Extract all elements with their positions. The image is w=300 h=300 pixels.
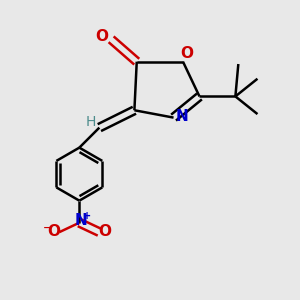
Text: N: N <box>74 214 87 229</box>
Text: O: O <box>47 224 61 239</box>
Text: H: H <box>86 115 96 129</box>
Text: O: O <box>180 46 193 61</box>
Text: +: + <box>83 211 91 221</box>
Text: O: O <box>98 224 111 239</box>
Text: O: O <box>95 29 108 44</box>
Text: N: N <box>176 109 189 124</box>
Text: −: − <box>43 222 52 233</box>
